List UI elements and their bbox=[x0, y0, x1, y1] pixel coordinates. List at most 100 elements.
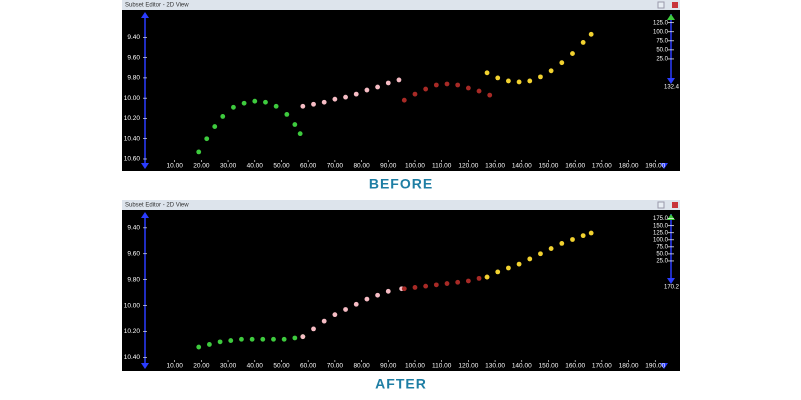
x-tick-label: 190.00 bbox=[645, 163, 665, 170]
data-point bbox=[196, 149, 202, 155]
data-point bbox=[364, 296, 370, 302]
y-tick-label: 9.40 bbox=[127, 34, 140, 41]
data-point bbox=[217, 339, 223, 345]
data-point bbox=[385, 80, 391, 86]
scale-tick-label: 100.0 bbox=[653, 237, 669, 243]
data-point bbox=[353, 301, 359, 307]
x-tick-label: 40.00 bbox=[247, 163, 264, 170]
axis-handle bbox=[141, 12, 149, 18]
data-point bbox=[292, 335, 298, 341]
data-point bbox=[263, 99, 268, 105]
data-point bbox=[311, 101, 316, 107]
data-point bbox=[455, 82, 461, 88]
data-point bbox=[487, 92, 493, 98]
scale-tick-label: 125.0 bbox=[653, 230, 669, 236]
data-point bbox=[484, 70, 490, 76]
data-point bbox=[588, 31, 594, 37]
data-point bbox=[580, 233, 586, 239]
data-point bbox=[239, 336, 244, 342]
data-point bbox=[506, 78, 511, 84]
minimize-button[interactable] bbox=[657, 201, 665, 209]
y-tick-label: 9.40 bbox=[127, 225, 140, 232]
scale-max-label: 132.4 bbox=[664, 85, 680, 91]
window-title: Subset Editor - 2D View bbox=[125, 3, 189, 9]
axis-handle bbox=[660, 163, 668, 169]
x-tick-label: 140.00 bbox=[512, 363, 532, 370]
x-tick-label: 30.00 bbox=[220, 163, 237, 170]
x-tick-label: 170.00 bbox=[592, 163, 612, 170]
data-point bbox=[423, 283, 429, 289]
scale-tick-label: 150.0 bbox=[653, 223, 669, 229]
x-tick-label: 160.00 bbox=[565, 363, 585, 370]
x-tick-label: 20.00 bbox=[193, 163, 210, 170]
data-point bbox=[300, 103, 306, 109]
data-point bbox=[220, 114, 226, 119]
x-tick-label: 30.00 bbox=[220, 363, 237, 370]
x-tick-label: 110.00 bbox=[432, 163, 452, 170]
x-tick-label: 90.00 bbox=[380, 363, 397, 370]
data-point bbox=[260, 336, 266, 342]
data-point bbox=[353, 91, 359, 97]
title-bar bbox=[122, 200, 680, 210]
data-point bbox=[527, 78, 533, 84]
minimize-button[interactable] bbox=[657, 1, 665, 9]
x-tick-label: 180.00 bbox=[619, 363, 639, 370]
x-tick-label: 10.00 bbox=[167, 163, 184, 170]
data-point bbox=[321, 99, 327, 105]
data-point bbox=[559, 60, 565, 66]
data-point bbox=[292, 122, 298, 127]
scale-tick-label: 100.0 bbox=[653, 29, 669, 35]
data-point bbox=[423, 86, 429, 92]
data-point bbox=[401, 286, 407, 292]
y-tick-label: 9.60 bbox=[127, 250, 140, 257]
y-tick-label: 9.80 bbox=[127, 276, 140, 283]
x-tick-label: 90.00 bbox=[380, 163, 397, 170]
data-point bbox=[196, 344, 202, 350]
x-tick-label: 50.00 bbox=[273, 363, 290, 370]
scale-tick-label: 175.0 bbox=[653, 216, 669, 222]
data-point bbox=[204, 136, 210, 142]
close-button[interactable] bbox=[672, 2, 678, 8]
data-point bbox=[332, 312, 338, 318]
data-point bbox=[271, 336, 276, 342]
x-tick-label: 20.00 bbox=[193, 363, 210, 370]
x-tick-label: 10.00 bbox=[167, 363, 184, 370]
data-point bbox=[444, 281, 450, 286]
data-point bbox=[273, 103, 279, 109]
data-point bbox=[570, 237, 575, 242]
plot-area bbox=[122, 10, 680, 171]
data-point bbox=[495, 75, 501, 81]
data-point bbox=[300, 334, 306, 340]
data-point bbox=[385, 288, 391, 294]
data-point bbox=[332, 96, 338, 102]
scale-tick-label: 75.0 bbox=[656, 38, 668, 44]
data-point bbox=[252, 98, 258, 104]
x-tick-label: 40.00 bbox=[247, 363, 264, 370]
close-button[interactable] bbox=[672, 202, 678, 208]
data-point bbox=[375, 292, 380, 298]
scale-handle bbox=[667, 14, 675, 20]
data-point bbox=[548, 68, 554, 74]
data-point bbox=[321, 318, 327, 324]
data-point bbox=[465, 278, 471, 284]
data-point bbox=[228, 338, 234, 343]
data-point bbox=[548, 246, 554, 251]
data-point bbox=[396, 77, 402, 83]
axis-handle bbox=[141, 212, 149, 218]
data-point bbox=[433, 82, 439, 88]
x-tick-label: 150.00 bbox=[539, 163, 559, 170]
x-tick-label: 130.00 bbox=[485, 363, 505, 370]
x-tick-label: 150.00 bbox=[539, 363, 559, 370]
data-point bbox=[484, 274, 490, 280]
scale-tick-label: 125.0 bbox=[653, 20, 669, 26]
y-tick-label: 10.00 bbox=[124, 302, 141, 309]
window-title: Subset Editor - 2D View bbox=[125, 203, 189, 209]
data-point bbox=[343, 307, 348, 312]
data-point bbox=[249, 336, 255, 342]
x-tick-label: 50.00 bbox=[273, 163, 290, 170]
caption: AFTER bbox=[375, 376, 427, 392]
x-tick-label: 110.00 bbox=[432, 363, 452, 370]
data-point bbox=[495, 269, 501, 275]
y-tick-label: 10.60 bbox=[124, 156, 141, 163]
